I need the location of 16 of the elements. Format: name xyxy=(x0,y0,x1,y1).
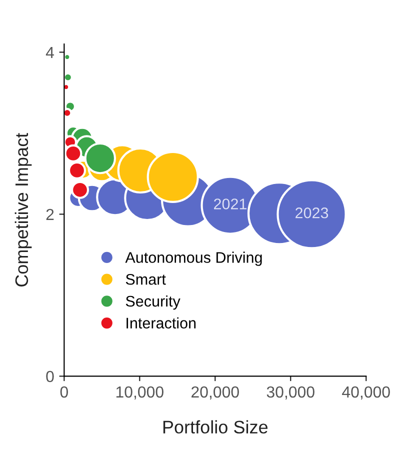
annotation: 2023 xyxy=(296,207,328,218)
x-tick-label: 10,000 xyxy=(116,386,164,400)
annotation: 2021 xyxy=(214,198,246,210)
x-axis-title: Portfolio Size xyxy=(163,420,268,434)
x-tick-label: 40,000 xyxy=(342,386,390,400)
x-tick-label: 20,000 xyxy=(192,386,239,400)
legend-label: Security xyxy=(126,295,180,310)
y-tick-label: 0 xyxy=(46,370,54,382)
legend-label: Smart xyxy=(126,274,166,285)
y-axis-title: Competitive Impact xyxy=(14,133,32,286)
y-tick-label: 2 xyxy=(46,208,54,220)
legend-label: Interaction xyxy=(126,317,196,329)
x-tick-label: 30,000 xyxy=(266,386,314,400)
x-tick-label: 0 xyxy=(60,386,68,398)
y-tick-label: 4 xyxy=(46,47,54,58)
legend-label: Autonomous Driving xyxy=(125,252,262,266)
